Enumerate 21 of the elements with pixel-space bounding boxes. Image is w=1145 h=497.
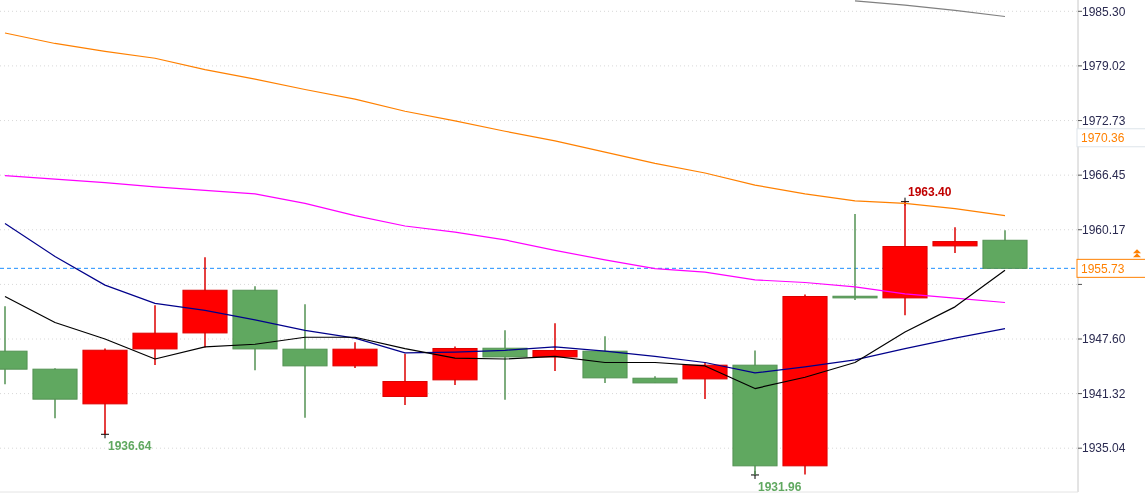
annotation: 1963.40 <box>908 184 952 199</box>
line-series <box>4 222 1006 374</box>
annotation: 1936.64 <box>108 439 152 454</box>
y-tick-label: 1985.30 <box>1082 4 1126 19</box>
line-series <box>4 32 1006 217</box>
y-tick-label: 1960.17 <box>1082 222 1126 237</box>
y-tick-label: 1935.04 <box>1082 441 1126 456</box>
candlestick <box>832 213 878 301</box>
annotation: 1931.96 <box>758 479 802 494</box>
ref-line-label: 1955.73 <box>1081 261 1125 276</box>
line-series <box>4 269 1006 390</box>
y-tick-label: 1966.45 <box>1082 168 1126 183</box>
text: 1970.36 <box>1081 130 1125 145</box>
y-tick-label: 1979.02 <box>1082 59 1126 74</box>
candlestick <box>532 322 578 372</box>
y-tick-label: 1972.73 <box>1082 113 1126 128</box>
y-tick-label: 1941.32 <box>1082 386 1126 401</box>
y-tick-label: 1947.60 <box>1082 332 1126 347</box>
line-series <box>854 0 1006 18</box>
line-series <box>4 174 1006 304</box>
candlestick <box>932 226 978 254</box>
